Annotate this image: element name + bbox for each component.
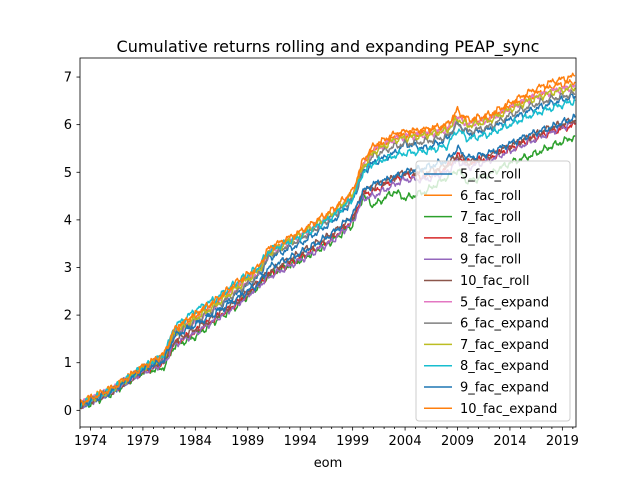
y-tick-label: 7 (64, 71, 72, 86)
x-tick-label: 2014 (493, 434, 526, 449)
x-axis-label: eom (314, 456, 343, 471)
y-tick-label: 1 (64, 356, 72, 371)
y-tick-label: 2 (64, 309, 72, 324)
legend-entry-10_fac_expand: 10_fac_expand (460, 402, 557, 417)
legend-entry-8_fac_expand: 8_fac_expand (460, 359, 549, 374)
chart-title: Cumulative returns rolling and expanding… (117, 37, 540, 57)
x-tick-label: 2009 (441, 434, 474, 449)
legend-entry-5_fac_expand: 5_fac_expand (460, 295, 549, 310)
plot-area (79, 57, 577, 428)
series-lines (80, 72, 576, 410)
legend-entry-8_fac_roll: 8_fac_roll (460, 231, 521, 246)
x-tick-label: 1989 (231, 434, 264, 449)
y-tick-label: 6 (64, 118, 72, 133)
legend: 5_fac_roll 6_fac_roll 7_fac_roll 8_fac_roll… (415, 160, 571, 422)
y-tick-label: 3 (64, 261, 72, 276)
legend-entry-5_fac_roll: 5_fac_roll (460, 168, 521, 183)
legend-entry-6_fac_roll: 6_fac_roll (460, 189, 521, 204)
series-line-9_fac_expand (80, 113, 576, 407)
x-tick-label: 1974 (74, 434, 107, 449)
x-tick-label: 1979 (126, 434, 159, 449)
plot-frame (79, 57, 577, 428)
legend-entry-6_fac_expand: 6_fac_expand (460, 317, 549, 332)
legend-entry-7_fac_expand: 7_fac_expand (460, 338, 549, 353)
x-tick-label: 2019 (546, 434, 579, 449)
y-tick-label: 0 (64, 404, 72, 419)
series-line-8_fac_expand (80, 98, 576, 408)
x-tick-label: 1984 (179, 434, 212, 449)
legend-box (415, 160, 571, 422)
legend-entry-9_fac_expand: 9_fac_expand (460, 381, 549, 396)
x-axis-ticks: 1974 1979 1984 1989 1994 1999 2004 2009 2014 2019 (74, 427, 579, 449)
series-line-10_fac_expand (80, 72, 576, 406)
x-tick-label: 1994 (284, 434, 317, 449)
legend-entry-10_fac_roll: 10_fac_roll (460, 274, 529, 289)
legend-entry-7_fac_roll: 7_fac_roll (460, 210, 521, 225)
y-tick-label: 5 (64, 166, 72, 181)
x-tick-label: 1999 (336, 434, 369, 449)
x-tick-label: 2004 (389, 434, 422, 449)
y-tick-label: 4 (64, 213, 72, 228)
y-axis-ticks: 0 1 2 3 4 5 6 7 (64, 71, 80, 419)
series-line-6_fac_expand (80, 89, 576, 406)
legend-entry-9_fac_roll: 9_fac_roll (460, 253, 521, 268)
